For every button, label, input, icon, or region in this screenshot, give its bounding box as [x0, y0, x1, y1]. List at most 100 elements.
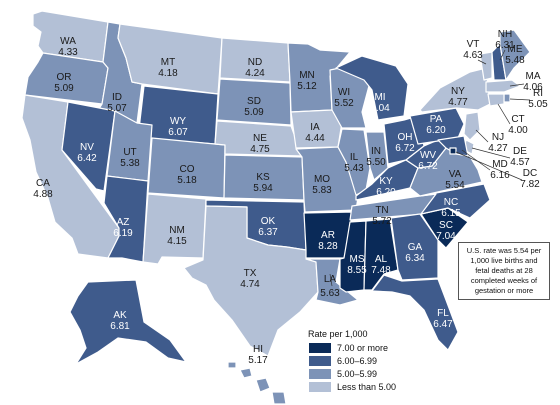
state-rate-nj: 4.27 — [488, 143, 508, 154]
state-nv — [61, 101, 116, 192]
state-md — [437, 135, 469, 157]
leader-line-ct — [497, 103, 511, 125]
state-rate-wi: 5.52 — [334, 98, 354, 109]
leader-line-nj — [475, 129, 489, 143]
legend-swatch — [308, 367, 332, 380]
state-rate-ks: 5.94 — [253, 183, 273, 194]
state-rate-in: 5.50 — [366, 157, 386, 168]
state-abbr-or: OR — [57, 72, 72, 83]
state-abbr-ri: RI — [533, 88, 543, 99]
state-abbr-mo: MO — [314, 174, 330, 185]
legend-item-7-or-more: 7.00 or more — [308, 341, 396, 354]
leader-line-ma — [509, 83, 525, 87]
state-nc — [419, 183, 491, 219]
state-abbr-wa: WA — [60, 36, 76, 47]
state-in — [365, 131, 389, 181]
state-rate-nm: 4.15 — [167, 236, 187, 247]
state-rate-ia: 4.44 — [305, 133, 325, 144]
state-rate-me: 5.48 — [505, 55, 525, 66]
state-rate-il: 5.43 — [344, 163, 364, 174]
state-rate-wy: 6.07 — [168, 127, 188, 138]
state-ma — [485, 79, 521, 93]
state-la — [305, 258, 359, 306]
state-abbr-wv: WV — [420, 150, 436, 161]
legend-item-6-to-699: 6.00–6.99 — [308, 354, 396, 367]
legend: Rate per 1,000 7.00 or more 6.00–6.99 5.… — [308, 329, 396, 393]
state-rate-wv: 6.72 — [418, 161, 438, 172]
state-ga — [390, 213, 439, 281]
leader-line-de — [471, 147, 511, 159]
state-mi — [335, 55, 409, 121]
state-abbr-ca: CA — [36, 178, 50, 189]
state-abbr-tn: TN — [375, 205, 388, 216]
label-leader-lines — [329, 49, 531, 287]
state-abbr-id: ID — [112, 92, 122, 103]
state-labels: WA4.33OR5.09CA4.88ID5.07NV6.42MT4.18WY6.… — [33, 29, 548, 366]
leader-line-la — [329, 273, 333, 287]
state-abbr-nc: NC — [444, 197, 458, 208]
state-abbr-vt: VT — [467, 39, 480, 50]
state-rate-fl: 6.47 — [433, 319, 453, 330]
state-rate-tx: 4.74 — [240, 279, 260, 290]
leader-line-ri — [509, 98, 531, 101]
state-abbr-me: ME — [508, 44, 523, 55]
state-rate-mi: 6.04 — [370, 103, 390, 114]
state-rate-ny: 4.77 — [448, 97, 468, 108]
state-abbr-co: CO — [180, 164, 195, 175]
state-ri — [503, 93, 511, 103]
state-rate-nc: 6.15 — [441, 208, 461, 219]
state-abbr-nd: ND — [248, 57, 262, 68]
state-rate-az: 6.19 — [113, 228, 133, 239]
state-rate-ak: 6.81 — [110, 321, 130, 332]
state-rate-nd: 4.24 — [245, 68, 265, 79]
state-ak — [69, 279, 187, 365]
state-abbr-nm: NM — [169, 225, 185, 236]
state-rate-co: 5.18 — [177, 175, 197, 186]
state-abbr-ms: MS — [350, 254, 365, 265]
state-rate-dc: 7.82 — [520, 179, 540, 190]
state-nj — [463, 111, 481, 141]
state-rate-mo: 5.83 — [312, 185, 332, 196]
state-abbr-mt: MT — [161, 57, 175, 68]
state-abbr-mi: MI — [374, 92, 385, 103]
state-abbr-pa: PA — [430, 114, 443, 125]
state-rate-vt: 4.63 — [463, 50, 483, 61]
state-abbr-ok: OK — [261, 216, 276, 227]
state-abbr-ky: KY — [379, 176, 393, 187]
state-vt — [479, 51, 493, 81]
state-rate-al: 7.48 — [371, 265, 391, 276]
state-abbr-ne: NE — [253, 133, 267, 144]
state-abbr-ia: IA — [310, 122, 320, 133]
state-sd — [216, 78, 292, 126]
leader-line-dc — [455, 151, 523, 181]
state-hi — [227, 361, 287, 405]
state-abbr-ut: UT — [123, 147, 136, 158]
legend-swatch — [308, 380, 332, 393]
state-abbr-nh: NH — [498, 29, 512, 40]
state-ne — [214, 120, 303, 157]
state-rate-nh: 6.31 — [495, 40, 515, 51]
state-abbr-md: MD — [492, 159, 508, 170]
state-me — [499, 29, 531, 81]
state-rate-ne: 4.75 — [250, 144, 270, 155]
legend-label: Less than 5.00 — [337, 381, 397, 392]
state-abbr-ma: MA — [526, 71, 541, 82]
state-ut — [106, 110, 153, 182]
state-rate-ms: 8.55 — [347, 265, 367, 276]
state-dc — [449, 147, 457, 155]
state-abbr-la: LA — [324, 274, 337, 285]
legend-label: 6.00–6.99 — [337, 355, 378, 366]
state-abbr-fl: FL — [437, 308, 449, 319]
state-rate-oh: 6.72 — [395, 143, 415, 154]
state-rate-ri: 5.05 — [528, 99, 548, 110]
state-al — [363, 218, 399, 291]
state-abbr-al: AL — [375, 254, 388, 265]
legend-label: 5.00–5.99 — [337, 368, 378, 379]
state-abbr-mn: MN — [299, 70, 315, 81]
state-rate-or: 5.09 — [54, 83, 74, 94]
state-ca — [21, 94, 120, 259]
state-rate-mt: 4.18 — [158, 68, 178, 79]
state-rate-sd: 5.09 — [244, 107, 264, 118]
state-nm — [142, 193, 207, 265]
leader-line-nh — [499, 49, 506, 61]
